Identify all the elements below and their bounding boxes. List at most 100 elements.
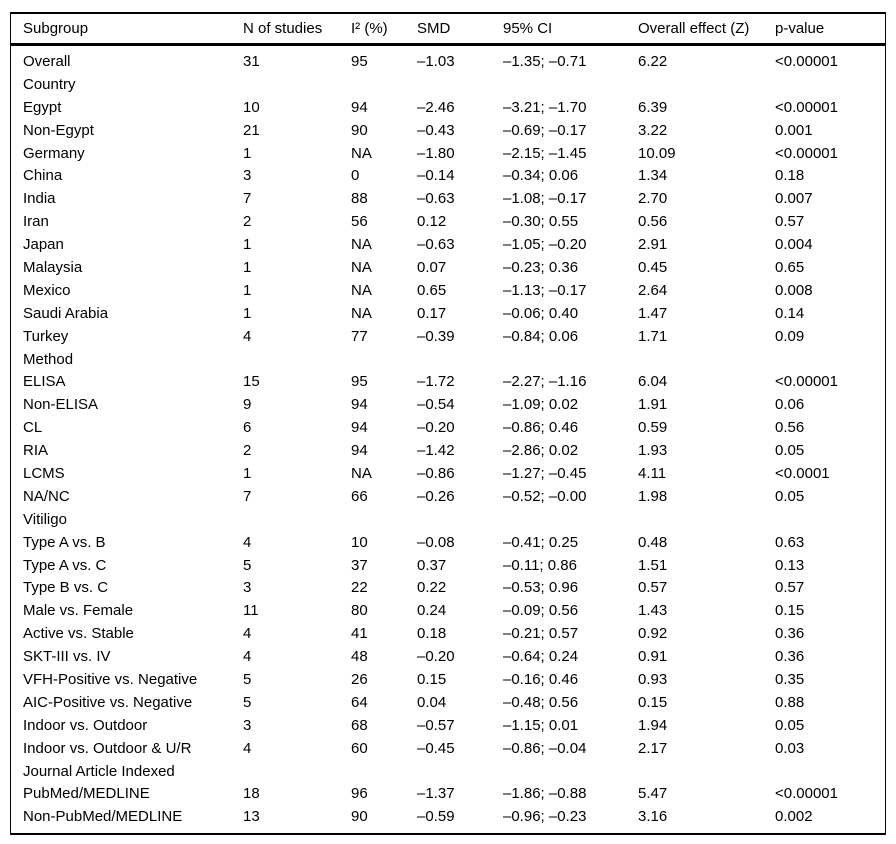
cell-n-studies: 1 xyxy=(243,236,252,254)
cell-subgroup: Type B vs. C xyxy=(23,579,109,597)
cell-n-studies: 13 xyxy=(243,808,260,826)
cell-smd: –0.45 xyxy=(417,739,455,757)
cell-smd: –0.14 xyxy=(417,167,455,185)
cell-n-studies: 18 xyxy=(243,785,260,803)
cell-n-studies: 1 xyxy=(243,258,252,276)
cell-smd: –0.08 xyxy=(417,533,455,551)
cell-p-value: 0.18 xyxy=(775,167,805,185)
cell-ci: –0.09; 0.56 xyxy=(503,602,579,620)
table-row: Malaysia 1 NA 0.07 –0.23; 0.36 0.45 0.65 xyxy=(11,256,885,279)
cell-i-squared: 94 xyxy=(351,442,368,460)
table-body: Overall 31 95 –1.03 –1.35; –0.71 6.22 <0.00001… xyxy=(11,45,885,834)
cell-n-studies: 1 xyxy=(243,281,252,299)
cell-ci: –0.23; 0.36 xyxy=(503,258,579,276)
cell-overall-effect-z: 2.64 xyxy=(638,281,668,299)
table-row: SKT-III vs. IV 4 48 –0.20 –0.64; 0.24 0.91 0.3… xyxy=(11,645,885,668)
column-header-ci: 95% CI xyxy=(503,14,638,46)
cell-ci: –0.11; 0.86 xyxy=(503,556,577,574)
cell-smd: –0.43 xyxy=(417,121,455,139)
cell-i-squared: NA xyxy=(351,236,372,254)
table-row: Type A vs. C 5 37 0.37 –0.11; 0.86 1.51 0.13 xyxy=(11,554,885,577)
table-row: Male vs. Female 11 80 0.24 –0.09; 0.56 1.43 0.… xyxy=(11,599,885,622)
cell-overall-effect-z: 2.17 xyxy=(638,739,668,757)
section-row: Vitiligo xyxy=(11,508,885,531)
column-header-p-value: p-value xyxy=(775,14,885,46)
cell-i-squared: 41 xyxy=(351,625,368,643)
cell-i-squared: 22 xyxy=(351,579,368,597)
cell-ci: –2.15; –1.45 xyxy=(503,144,587,162)
table-row: NA/NC 7 66 –0.26 –0.52; –0.00 1.98 0.05 xyxy=(11,485,885,508)
cell-i-squared: 90 xyxy=(351,121,368,139)
cell-overall-effect-z: 1.91 xyxy=(638,396,668,414)
table-row: Turkey 4 77 –0.39 –0.84; 0.06 1.71 0.09 xyxy=(11,325,885,348)
cell-n-studies: 2 xyxy=(243,442,252,460)
cell-smd: 0.15 xyxy=(417,670,447,688)
cell-smd: 0.04 xyxy=(417,693,447,711)
cell-subgroup: Japan xyxy=(23,236,64,254)
cell-ci: –1.15; 0.01 xyxy=(503,716,579,734)
cell-i-squared: 96 xyxy=(351,785,368,803)
cell-i-squared: 77 xyxy=(351,327,368,345)
cell-overall-effect-z: 2.91 xyxy=(638,236,668,254)
cell-n-studies: 21 xyxy=(243,121,260,139)
cell-n-studies: 3 xyxy=(243,167,252,185)
cell-i-squared: 66 xyxy=(351,487,368,505)
table-row: Germany 1 NA –1.80 –2.15; –1.45 10.09 <0.00001 xyxy=(11,142,885,165)
cell-p-value: 0.56 xyxy=(775,419,805,437)
cell-overall-effect-z: 0.45 xyxy=(638,258,668,276)
cell-p-value: 0.09 xyxy=(775,327,805,345)
cell-i-squared: 10 xyxy=(351,533,368,551)
cell-p-value: 0.002 xyxy=(775,808,813,826)
table-row: Type B vs. C 3 22 0.22 –0.53; 0.96 0.57 0.57 xyxy=(11,576,885,599)
cell-p-value: 0.14 xyxy=(775,304,805,322)
cell-overall-effect-z: 6.04 xyxy=(638,373,668,391)
cell-ci: –1.05; –0.20 xyxy=(503,236,587,254)
cell-ci: –1.08; –0.17 xyxy=(503,190,587,208)
cell-smd: 0.24 xyxy=(417,602,447,620)
table-row: Indoor vs. Outdoor 3 68 –0.57 –1.15; 0.01 1.9… xyxy=(11,714,885,737)
cell-i-squared: 48 xyxy=(351,648,368,666)
cell-i-squared: 94 xyxy=(351,396,368,414)
cell-overall-effect-z: 1.51 xyxy=(638,556,668,574)
cell-n-studies: 3 xyxy=(243,579,252,597)
cell-overall-effect-z: 4.11 xyxy=(638,464,667,482)
section-row: Journal Article Indexed xyxy=(11,760,885,783)
cell-n-studies: 1 xyxy=(243,464,252,482)
cell-subgroup: VFH-Positive vs. Negative xyxy=(23,670,198,688)
cell-subgroup: Active vs. Stable xyxy=(23,625,134,643)
cell-n-studies: 5 xyxy=(243,670,252,688)
table-row: China 3 0 –0.14 –0.34; 0.06 1.34 0.18 xyxy=(11,164,885,187)
section-row: Method xyxy=(11,348,885,371)
cell-overall-effect-z: 1.94 xyxy=(638,716,668,734)
cell-overall-effect-z: 0.59 xyxy=(638,419,668,437)
cell-p-value: 0.05 xyxy=(775,716,805,734)
cell-i-squared: 26 xyxy=(351,670,368,688)
cell-overall-effect-z: 3.22 xyxy=(638,121,668,139)
table-row: VFH-Positive vs. Negative 5 26 0.15 –0.16; 0… xyxy=(11,668,885,691)
table-row: RIA 2 94 –1.42 –2.86; 0.02 1.93 0.05 xyxy=(11,439,885,462)
cell-i-squared: 0 xyxy=(351,167,360,185)
cell-subgroup: Turkey xyxy=(23,327,69,345)
cell-smd: –1.72 xyxy=(417,373,455,391)
cell-p-value: 0.57 xyxy=(775,213,805,231)
cell-subgroup: Non-PubMed/MEDLINE xyxy=(23,808,183,826)
cell-p-value: <0.00001 xyxy=(775,144,838,162)
cell-n-studies: 9 xyxy=(243,396,252,414)
cell-i-squared: 60 xyxy=(351,739,368,757)
cell-overall-effect-z: 0.91 xyxy=(638,648,668,666)
cell-n-studies: 2 xyxy=(243,213,252,231)
cell-n-studies: 7 xyxy=(243,190,252,208)
cell-p-value: 0.57 xyxy=(775,579,805,597)
cell-ci: –1.27; –0.45 xyxy=(503,464,587,482)
cell-overall-effect-z: 1.47 xyxy=(638,304,668,322)
cell-smd: –0.63 xyxy=(417,236,455,254)
cell-smd: 0.07 xyxy=(417,258,447,276)
cell-n-studies: 4 xyxy=(243,533,252,551)
cell-subgroup: ELISA xyxy=(23,373,66,391)
table-header: Subgroup N of studies I² (%) SMD 95% CI … xyxy=(11,14,885,46)
table-row: Indoor vs. Outdoor & U/R 4 60 –0.45 –0.86; –… xyxy=(11,737,885,760)
cell-n-studies: 3 xyxy=(243,716,252,734)
column-header-n-studies: N of studies xyxy=(243,14,351,46)
cell-i-squared: NA xyxy=(351,144,372,162)
